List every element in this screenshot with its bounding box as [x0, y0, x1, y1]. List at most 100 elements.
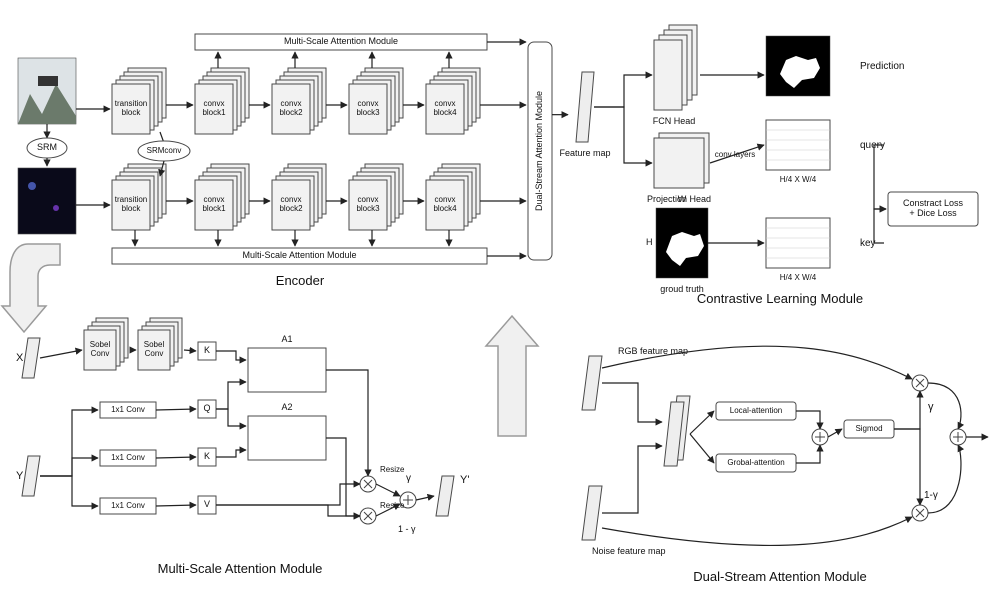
- dsam-gamma: γ: [928, 401, 934, 413]
- K2-A2: [216, 450, 246, 457]
- conv-to-V: [156, 505, 196, 506]
- local-plus: [796, 411, 820, 429]
- contrastive-title: Contrastive Learning Module: [697, 291, 863, 306]
- gamma-lbl: γ: [406, 473, 411, 484]
- A2-to-mul: [326, 438, 360, 516]
- key-to-loss: [874, 209, 886, 243]
- V-mul2: [216, 505, 360, 516]
- one-minus-gamma-lbl: 1 - γ: [398, 524, 416, 534]
- sig-to-mulB: [894, 429, 920, 505]
- local-att-label: Local-attention: [730, 406, 782, 415]
- K2-label: K: [204, 451, 210, 461]
- msam-detail: X Y SobelConv SobelConv K 1x1 Conv 1x1 Conv 1x1…: [16, 318, 469, 576]
- feature-map-label: Feature map: [559, 148, 610, 158]
- srmconv-label: SRMconv: [147, 146, 182, 155]
- contrastive-module: Feature mapFCN HeadProjection HeadPredic…: [559, 25, 978, 306]
- dsam-title: Dual-Stream Attention Module: [693, 569, 866, 584]
- K1-A1: [216, 351, 246, 360]
- convx2-label: convxblock2: [279, 99, 303, 117]
- encoder-to-msam-arrow: [2, 244, 60, 332]
- K1-label: K: [204, 345, 210, 355]
- V-label: V: [204, 499, 210, 509]
- Y-to-conv-1: [40, 458, 98, 476]
- sobel-label-0: SobelConv: [90, 340, 111, 358]
- plus-to-sigmoid: [828, 429, 842, 437]
- dsam-mul-bot: [912, 505, 928, 521]
- X-feat: [22, 338, 40, 378]
- plus-to-Yp: [416, 496, 434, 500]
- mul-A1V: [360, 476, 376, 492]
- msam-to-dual-arrow: [486, 316, 538, 436]
- V-mul1: [216, 484, 360, 505]
- A2: [248, 416, 326, 460]
- convlayers-label: conv layers: [715, 150, 755, 159]
- sobel-to-K1: [184, 350, 196, 351]
- Y-label: Y: [16, 470, 24, 482]
- fm-to-fcn: [594, 75, 652, 107]
- mulB-fplus: [928, 445, 961, 513]
- dual-box-label: Dual-Stream Attention Module: [534, 91, 544, 211]
- dsam-1mg: 1-γ: [924, 490, 938, 501]
- srm-output-image: [18, 168, 76, 234]
- merged-to-global: [690, 434, 714, 463]
- encoder: SRMMulti-Scale Attention ModuleMulti-Sca…: [18, 34, 526, 288]
- loss-text: Constract Loss+ Dice Loss: [903, 198, 964, 218]
- conv1x1-label-2: 1x1 Conv: [111, 501, 145, 510]
- conv1x1-label-1: 1x1 Conv: [111, 453, 145, 462]
- msam-title: Multi-Scale Attention Module: [158, 561, 323, 576]
- rect: [654, 40, 682, 110]
- conv1x1-label-0: 1x1 Conv: [111, 405, 145, 414]
- rect: [654, 138, 704, 188]
- sig-to-mulT: [894, 391, 920, 429]
- fcn-head: [654, 25, 697, 110]
- Y-to-conv-2: [40, 476, 98, 506]
- query-box: [766, 120, 830, 170]
- encoder-title: Encoder: [276, 273, 325, 288]
- section-arrows: [2, 244, 538, 436]
- mul1-plus: [376, 484, 400, 496]
- srm-label: SRM: [37, 142, 57, 152]
- noise-to-merged: [602, 446, 662, 513]
- Yprime-label: Y': [460, 474, 469, 486]
- A1: [248, 348, 326, 392]
- convx3-label: convxblock3: [356, 195, 380, 213]
- noise-curve: [602, 517, 912, 545]
- A1-label: A1: [281, 334, 292, 344]
- dsam-mul-top: [912, 375, 928, 391]
- dsam-detail: RGB feature map Noise feature map Local-at…: [582, 346, 988, 584]
- key-box: [766, 218, 830, 268]
- convx2-label: convxblock2: [279, 195, 303, 213]
- query-to-loss: [874, 145, 886, 209]
- A2-label: A2: [281, 402, 292, 412]
- query-dim: H/4 X W/4: [780, 175, 817, 184]
- noise-label: Noise feature map: [592, 546, 666, 556]
- rgb-feat: [582, 356, 602, 410]
- A1-to-mul: [326, 370, 368, 476]
- Y-to-conv-0: [40, 410, 98, 476]
- dsam-final-plus: [950, 429, 966, 445]
- gt-H-label: H: [646, 237, 653, 247]
- rgb-label: RGB feature map: [618, 346, 688, 356]
- Q-A1: [216, 382, 246, 409]
- X-label: X: [16, 352, 24, 364]
- sigmoid-label: Sigmod: [855, 424, 882, 433]
- prediction-label: Prediction: [860, 61, 904, 72]
- lg-plus: [812, 429, 828, 445]
- gt-W-label: W: [678, 194, 687, 204]
- sobel-label-1: SobelConv: [144, 340, 165, 358]
- resize2: Resize: [380, 501, 405, 510]
- Q-A2: [216, 409, 246, 426]
- key-dim: H/4 X W/4: [780, 273, 817, 282]
- convx1-label: convxblock1: [202, 195, 226, 213]
- projection-head: [654, 133, 709, 188]
- fcn-head-label: FCN Head: [653, 116, 696, 126]
- conv-to-K2: [156, 457, 196, 458]
- Q-label: Q: [203, 403, 210, 413]
- convx4-label: convxblock4: [433, 99, 457, 117]
- mul-A2V: [360, 508, 376, 524]
- convx4-label: convxblock4: [433, 195, 457, 213]
- Yprime: [436, 476, 454, 516]
- X-to-sobel: [40, 350, 82, 358]
- msam-bottom-title: Multi-Scale Attention Module: [242, 250, 356, 260]
- noise-feat: [582, 486, 602, 540]
